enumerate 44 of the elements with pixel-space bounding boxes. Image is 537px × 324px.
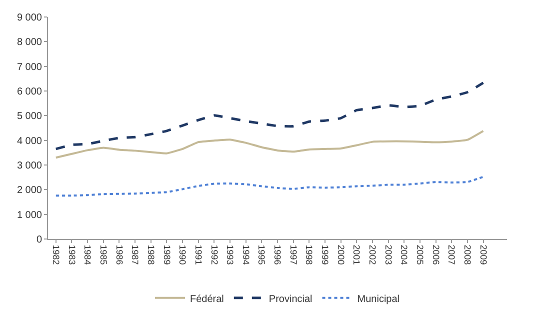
y-tick-label: 8 000: [16, 37, 42, 48]
x-tick-label: 1985: [98, 244, 108, 265]
x-tick-label: 1999: [320, 244, 330, 265]
y-tick-label: 1 000: [16, 210, 42, 221]
x-tick-label: 1989: [162, 244, 172, 265]
y-tick-label: 5 000: [16, 111, 42, 122]
line-series: [54, 176, 484, 197]
x-tick-label: 2004: [399, 244, 410, 265]
x-tick-label: 2005: [415, 244, 426, 265]
x-tick-label: 2009: [478, 244, 488, 265]
x-tick-label: 1998: [304, 244, 314, 265]
x-tick-label: 1988: [146, 244, 156, 265]
x-tick-label: 1993: [225, 244, 236, 265]
x-tick-label: 2003: [383, 244, 394, 265]
x-tick-label: 2007: [446, 244, 457, 265]
x-tick-label: 1991: [193, 244, 204, 265]
y-tick-label: 2 000: [16, 185, 42, 196]
x-tick-label: 1995: [256, 244, 267, 265]
x-tick-label: 2000: [336, 244, 346, 265]
x-tick-label: 1992: [209, 244, 220, 265]
x-tick-label: 1990: [178, 244, 188, 265]
line-series: [54, 82, 485, 150]
y-tick-label: 3 000: [16, 160, 42, 172]
x-tick-label: 2006: [430, 244, 441, 265]
x-tick-label: 1982: [50, 244, 61, 265]
x-tick-label: 1997: [288, 244, 298, 265]
legend-label: Provincial: [268, 294, 312, 305]
legend-label: Municipal: [357, 294, 400, 305]
line-series: [54, 130, 484, 159]
legend-label: Fédéral: [190, 294, 224, 305]
x-tick-label: 1987: [130, 244, 140, 265]
x-tick-label: 1996: [272, 244, 283, 265]
y-tick-label: 7 000: [16, 62, 42, 73]
x-tick-label: 2002: [368, 244, 378, 265]
y-tick-label: 6 000: [16, 86, 42, 98]
x-tick-label: 1986: [114, 244, 124, 265]
x-tick-label: 2008: [462, 244, 473, 265]
x-tick-label: 1994: [240, 244, 251, 265]
y-tick-label: 9 000: [16, 12, 42, 24]
x-tick-label: 1983: [66, 244, 77, 265]
x-tick-label: 1984: [82, 244, 93, 265]
y-tick-label: 4 000: [16, 136, 42, 147]
x-tick-label: 2001: [352, 244, 362, 265]
y-tick-label: 0: [36, 234, 42, 246]
